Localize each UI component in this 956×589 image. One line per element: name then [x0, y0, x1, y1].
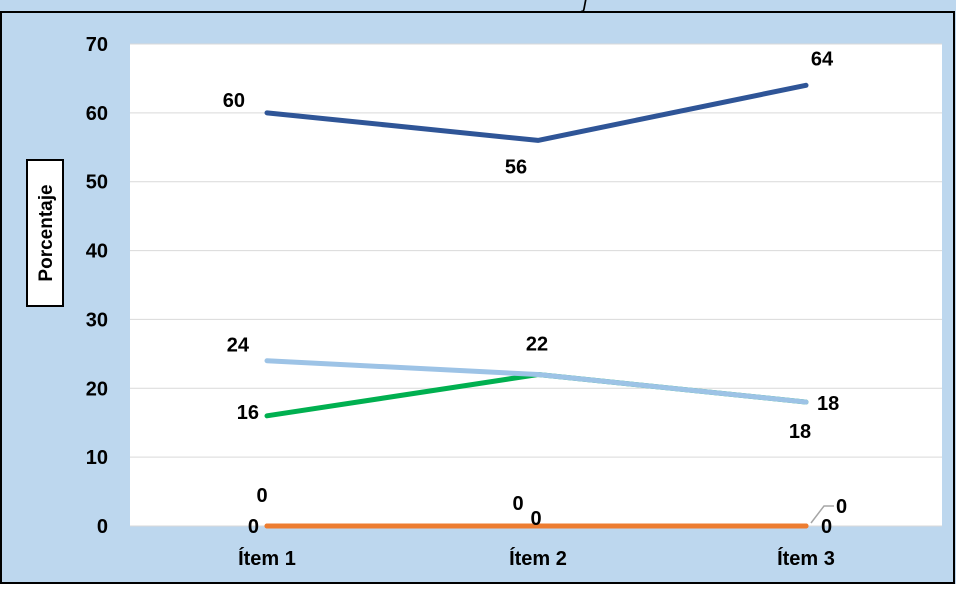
y-axis-label: Porcentaje: [36, 184, 57, 281]
y-tick-label: 40: [86, 241, 108, 263]
series-line-1: [264, 82, 809, 143]
y-tick-label: 30: [86, 309, 108, 331]
y-axis-label-box: [26, 159, 64, 307]
data-label: 0: [530, 508, 541, 530]
data-label: 22: [526, 334, 548, 356]
y-tick-label: 60: [86, 103, 108, 125]
y-tick-label: 20: [86, 378, 108, 400]
x-tick-label: Ítem 3: [777, 547, 835, 570]
data-label: 0: [836, 496, 847, 518]
data-label: 0: [256, 485, 267, 507]
y-tick-label: 70: [86, 34, 108, 56]
y-tick-label: 10: [86, 447, 108, 469]
series-lines: [264, 82, 809, 529]
plot-area: [130, 44, 942, 526]
data-label: 64: [811, 48, 834, 70]
data-label: 0: [512, 493, 523, 515]
chart-border: [0, 11, 955, 584]
leader-line: [810, 505, 834, 524]
x-tick-label: Ítem 1: [238, 547, 296, 570]
data-label: 18: [789, 421, 811, 443]
data-label: 16: [237, 402, 259, 424]
data-label: 56: [505, 156, 527, 178]
y-tick-label: 0: [97, 516, 108, 538]
y-axis-label-group: Porcentaje: [26, 159, 64, 307]
data-label: 0: [248, 516, 259, 538]
data-label: 60: [223, 90, 245, 112]
series-line-2: [264, 358, 809, 405]
data-label: 24: [227, 335, 250, 357]
x-tick-label: Ítem 2: [509, 547, 567, 570]
data-label: 0: [821, 516, 832, 538]
y-axis-ticks: 0 10 20 30 40 50 60 70: [86, 34, 108, 538]
data-label: 18: [817, 393, 839, 415]
x-axis-ticks: Ítem 1 Ítem 2 Ítem 3: [238, 547, 835, 570]
y-tick-label: 50: [86, 172, 108, 194]
chart-title-fragment: j: [580, 0, 588, 13]
